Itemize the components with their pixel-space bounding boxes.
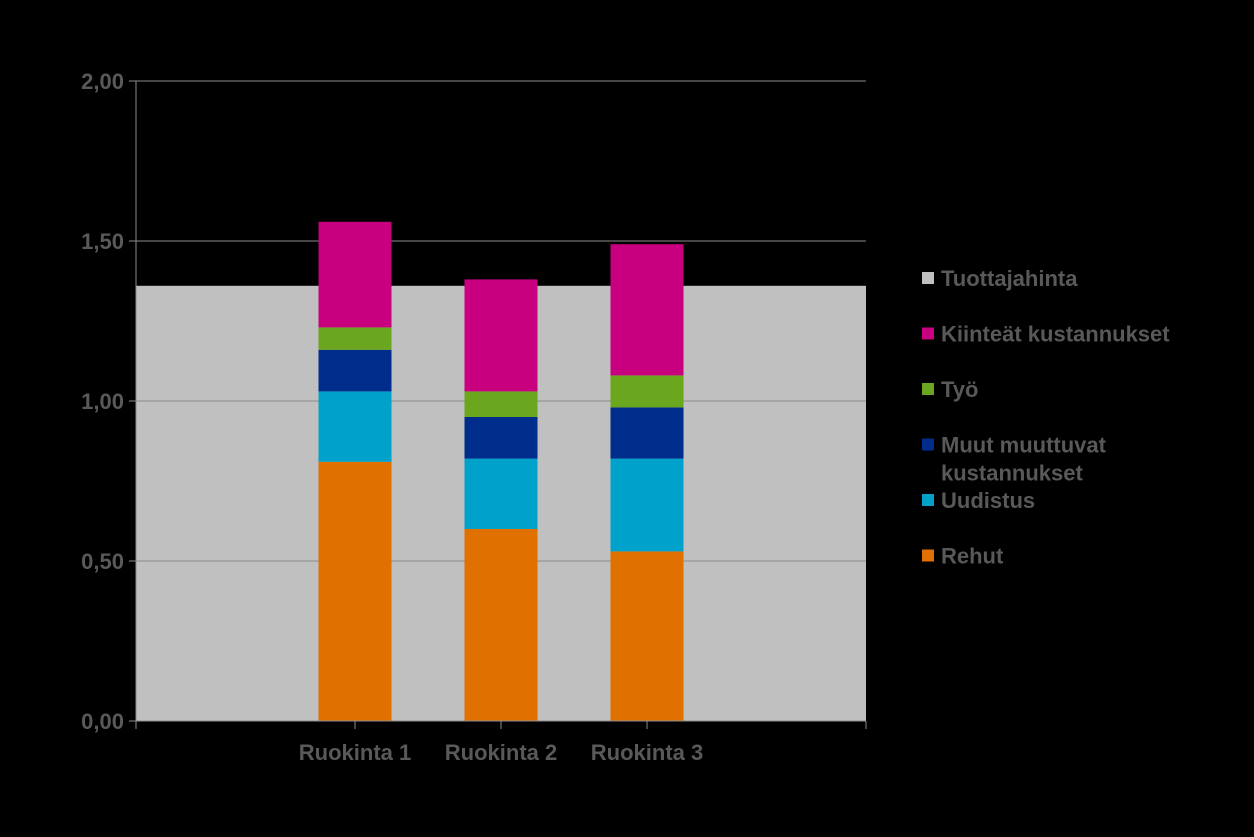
bar-segment-1-1 [318,461,392,721]
legend-item-1: Tuottajahinta [922,266,1078,291]
y-axis-ticks: 0,00 0,50 1,00 1,50 2,00 [81,69,136,734]
y-tick-label-0: 0,00 [81,709,124,734]
legend-label-line-2: kustannukset [941,461,1083,486]
legend: Tuottajahinta Kiinteät kustannukset Työ Muu… [922,266,1170,569]
bar-segment-1-4 [318,327,392,350]
x-category-label-3: Ruokinta 3 [591,740,703,765]
y-tick-label-4: 2,00 [81,69,124,94]
bar-segment-3-2 [610,458,684,552]
y-tick-label-3: 1,50 [81,229,124,254]
bar-segment-1-3 [318,349,392,392]
bar-segment-2-1 [464,529,538,721]
legend-item-4: Muut muuttuvat kustannukset [922,433,1107,486]
legend-label: Työ [941,377,978,402]
bar-segment-3-4 [610,375,684,408]
legend-item-5: Uudistus [922,488,1035,513]
x-category-label-2: Ruokinta 2 [445,740,557,765]
y-tick-label-1: 0,50 [81,549,124,574]
legend-swatch [922,272,934,284]
bar-segment-3-1 [610,551,684,721]
legend-swatch [922,494,934,506]
legend-item-3: Työ [922,377,978,402]
legend-item-2: Kiinteät kustannukset [922,322,1170,347]
bar-segment-2-3 [464,417,538,459]
bar-segment-1-5 [318,221,392,328]
bar-segment-2-4 [464,391,538,417]
bar-segment-1-2 [318,391,392,462]
x-category-label-1: Ruokinta 1 [299,740,411,765]
bar-segment-3-5 [610,244,684,376]
legend-item-6: Rehut [922,544,1004,569]
bar-segment-2-2 [464,458,538,529]
legend-swatch [922,549,934,562]
legend-swatch [922,383,934,395]
bar-segment-3-3 [610,407,684,459]
legend-swatch [922,327,934,340]
legend-swatch [922,438,934,451]
bars [318,221,684,721]
legend-label: Tuottajahinta [941,266,1078,291]
x-axis-labels: Ruokinta 1 Ruokinta 2 Ruokinta 3 [299,721,703,765]
legend-label-line-1: Muut muuttuvat [941,433,1107,458]
bar-segment-2-5 [464,279,538,392]
legend-label: Rehut [941,544,1004,569]
legend-label: Kiinteät kustannukset [941,322,1170,347]
y-tick-label-2: 1,00 [81,389,124,414]
legend-label: Uudistus [941,488,1035,513]
